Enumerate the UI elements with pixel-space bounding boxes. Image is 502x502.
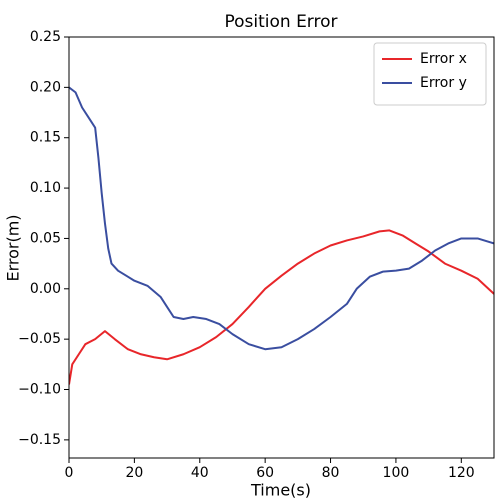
y-tick-label: −0.10 [18,382,61,398]
legend-label: Error y [420,75,467,91]
y-tick-label: 0.10 [30,180,61,196]
data-line [69,229,494,385]
x-tick-label: 40 [191,465,209,481]
y-tick-label: −0.15 [18,432,61,448]
x-tick-label: 20 [125,465,143,481]
y-tick-label: 0.15 [30,130,61,146]
y-tick-label: 0.20 [30,79,61,95]
x-tick-label: 60 [256,465,274,481]
x-tick-label: 120 [448,465,475,481]
plot-frame [68,36,495,459]
x-tick-label: 80 [322,465,340,481]
y-axis-label: Error(m) [4,214,23,281]
data-line [69,86,494,351]
x-axis-label: Time(s) [250,481,311,500]
x-tick-label: 100 [383,465,410,481]
y-tick-label: −0.05 [18,331,61,347]
y-tick-label: 0.00 [30,281,61,297]
x-tick-label: 0 [65,465,74,481]
y-tick-label: 0.25 [30,29,61,45]
legend-label: Error x [420,51,467,67]
chart-title: Position Error [224,12,337,32]
y-tick-label: 0.05 [30,230,61,246]
